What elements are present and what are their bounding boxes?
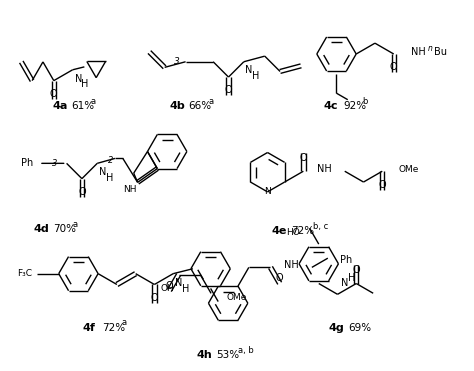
Text: O: O: [378, 180, 386, 190]
Text: Ph: Ph: [21, 158, 34, 168]
Text: N: N: [99, 167, 107, 177]
Text: 70%: 70%: [53, 224, 76, 234]
Text: H: H: [106, 173, 113, 183]
Text: n: n: [428, 43, 433, 53]
Text: a, b: a, b: [238, 346, 254, 355]
Text: H: H: [82, 79, 89, 89]
Text: 92%: 92%: [343, 101, 366, 111]
Text: a: a: [90, 97, 95, 106]
Text: N: N: [175, 278, 182, 288]
Text: 4g: 4g: [328, 323, 344, 333]
Text: O: O: [390, 62, 398, 72]
Text: OMe: OMe: [398, 165, 419, 174]
Text: b: b: [362, 97, 367, 106]
Text: 2: 2: [109, 156, 114, 165]
Text: NH: NH: [411, 47, 426, 57]
Text: 4c: 4c: [324, 101, 338, 111]
Text: N: N: [74, 74, 82, 84]
Text: 69%: 69%: [348, 323, 372, 333]
Text: 3: 3: [174, 57, 180, 66]
Text: H: H: [348, 273, 356, 283]
Text: 4a: 4a: [53, 101, 68, 111]
Text: H: H: [182, 283, 190, 293]
Text: O: O: [50, 89, 58, 99]
Text: H: H: [252, 70, 259, 81]
Text: 4e: 4e: [272, 226, 287, 236]
Text: F₃C: F₃C: [18, 269, 32, 278]
Text: 4f: 4f: [82, 323, 95, 333]
Text: O: O: [151, 293, 158, 303]
Text: HO: HO: [286, 227, 300, 237]
Text: a: a: [209, 97, 214, 106]
Text: 72%: 72%: [102, 323, 125, 333]
Text: NH: NH: [123, 185, 137, 194]
Text: 3: 3: [52, 159, 57, 168]
Text: 4h: 4h: [197, 351, 212, 360]
Text: 4b: 4b: [169, 101, 185, 111]
Text: b, c: b, c: [313, 222, 328, 231]
Text: 72%: 72%: [291, 226, 314, 236]
Text: 53%: 53%: [216, 351, 239, 360]
Text: O: O: [353, 265, 360, 275]
Text: 61%: 61%: [72, 101, 95, 111]
Text: N: N: [245, 65, 252, 75]
Text: O: O: [165, 280, 173, 290]
Text: O: O: [276, 273, 283, 283]
Text: NH: NH: [284, 260, 299, 270]
Text: a: a: [73, 220, 78, 229]
Text: O: O: [300, 153, 307, 163]
Text: O: O: [225, 85, 232, 95]
Text: a: a: [122, 318, 127, 328]
Text: Bu: Bu: [434, 47, 447, 57]
Text: 4d: 4d: [33, 224, 49, 234]
Text: N: N: [341, 278, 349, 288]
Text: 66%: 66%: [189, 101, 212, 111]
Text: N: N: [264, 187, 271, 196]
Text: O: O: [78, 187, 86, 197]
Text: OMe: OMe: [226, 293, 246, 302]
Text: Ph: Ph: [340, 255, 352, 265]
Text: NH: NH: [317, 164, 332, 174]
Text: OH: OH: [161, 285, 174, 293]
